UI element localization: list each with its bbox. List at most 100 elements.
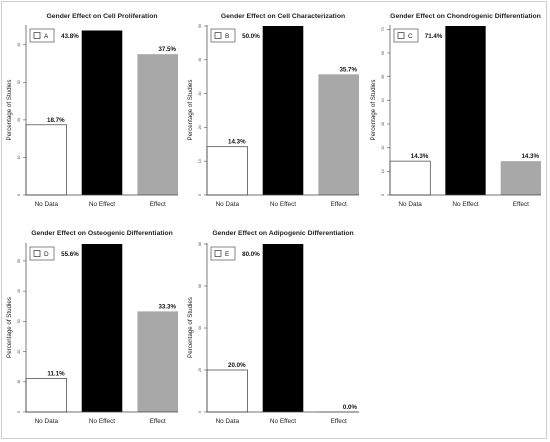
y-tick-label: 10 xyxy=(381,169,385,173)
y-tick-label: 40 xyxy=(381,98,385,102)
data-label: 71.4% xyxy=(425,33,443,40)
data-label: 35.7% xyxy=(339,66,357,73)
category-label: No Data xyxy=(216,418,240,425)
y-tick-label: 40 xyxy=(198,58,202,62)
legend-box xyxy=(210,28,236,43)
panel-label: D xyxy=(44,251,49,258)
y-tick-label: 10 xyxy=(17,155,21,159)
y-tick-label: 40 xyxy=(198,326,202,330)
bar-no-data xyxy=(25,378,67,413)
legend-box xyxy=(29,246,55,261)
data-label: 14.3% xyxy=(411,153,429,160)
y-tick-label: 0 xyxy=(198,411,202,413)
panel-label: A xyxy=(44,33,49,40)
chart-title: Gender Effect on Chondrogenic Differenti… xyxy=(390,13,541,20)
bar-effect xyxy=(137,54,178,195)
y-tick-label: 0 xyxy=(381,194,385,196)
data-label: 18.7% xyxy=(47,117,65,124)
chart-title: Gender Effect on Cell Proliferation xyxy=(46,13,157,20)
bar-effect xyxy=(318,74,359,195)
bar-effect xyxy=(137,311,178,412)
category-label: No Effect xyxy=(89,201,115,208)
data-label: 43.8% xyxy=(61,33,79,40)
y-tick-label: 70 xyxy=(381,27,385,31)
panel-label: E xyxy=(225,251,229,258)
legend-swatch xyxy=(397,32,405,39)
bar-no-effect xyxy=(81,30,123,195)
chart-panel-e: Gender Effect on Adipogenic Differentiat… xyxy=(187,230,359,425)
legend-swatch xyxy=(214,32,222,39)
y-tick-label: 10 xyxy=(17,380,21,384)
legend-box xyxy=(210,246,236,261)
bar-no-data xyxy=(25,124,67,196)
y-tick-label: 60 xyxy=(381,51,385,55)
category-label: No Effect xyxy=(270,201,296,208)
y-tick-label: 30 xyxy=(17,319,21,323)
chart-title: Gender Effect on Osteogenic Differentiat… xyxy=(31,230,173,237)
data-label: 80.0% xyxy=(242,251,260,258)
y-tick-label: 0 xyxy=(17,194,21,196)
y-tick-label: 60 xyxy=(198,284,202,288)
panel-label: B xyxy=(225,33,229,40)
bar-no-effect xyxy=(445,26,486,195)
data-label: 33.3% xyxy=(158,303,176,310)
panel-label: C xyxy=(408,33,413,40)
y-tick-label: 20 xyxy=(381,146,385,150)
data-label: 14.3% xyxy=(228,139,246,146)
y-axis-label: Percentage of Studies xyxy=(187,80,194,141)
bar-no-effect xyxy=(81,244,123,412)
legend-box xyxy=(393,28,419,43)
legend-swatch xyxy=(214,250,222,257)
category-label: Effect xyxy=(513,201,529,208)
y-tick-label: 50 xyxy=(381,75,385,79)
data-label: 11.1% xyxy=(47,370,65,377)
y-tick-label: 40 xyxy=(17,289,21,293)
chart-panel-a: Gender Effect on Cell Proliferation Perce… xyxy=(6,13,178,208)
bar-no-data xyxy=(206,369,248,413)
y-tick-label: 50 xyxy=(198,24,202,28)
y-tick-label: 20 xyxy=(17,350,21,354)
data-label: 55.6% xyxy=(61,251,79,258)
y-tick-label: 30 xyxy=(381,122,385,126)
chart-title: Gender Effect on Adipogenic Differentiat… xyxy=(212,230,353,237)
category-label: No Effect xyxy=(270,418,296,425)
chart-panel-c: Gender Effect on Chondrogenic Differenti… xyxy=(370,13,541,208)
chart-panel-b: Gender Effect on Cell Characterization Pe… xyxy=(187,13,359,208)
chart-panel-d: Gender Effect on Osteogenic Differentiat… xyxy=(6,230,178,425)
y-tick-label: 20 xyxy=(198,368,202,372)
y-axis-label: Percentage of Studies xyxy=(370,80,377,141)
chart-title: Gender Effect on Cell Characterization xyxy=(221,13,345,20)
category-label: No Data xyxy=(216,201,240,208)
y-axis-label: Percentage of Studies xyxy=(6,297,13,358)
data-label: 20.0% xyxy=(228,362,246,369)
bar-effect xyxy=(500,161,541,195)
category-label: No Data xyxy=(35,418,59,425)
legend-swatch xyxy=(33,32,41,39)
data-label: 37.5% xyxy=(158,46,176,53)
y-tick-label: 0 xyxy=(17,411,21,413)
y-tick-label: 20 xyxy=(198,125,202,129)
y-tick-label: 0 xyxy=(198,194,202,196)
y-tick-label: 40 xyxy=(17,43,21,47)
y-tick-label: 30 xyxy=(17,80,21,84)
category-label: Effect xyxy=(150,418,166,425)
legend-box xyxy=(29,28,55,43)
y-axis-label: Percentage of Studies xyxy=(6,80,13,141)
category-label: No Data xyxy=(398,201,422,208)
category-label: Effect xyxy=(150,201,166,208)
category-label: No Data xyxy=(35,201,59,208)
bar-no-data xyxy=(206,146,248,196)
data-label: 14.3% xyxy=(521,153,539,160)
category-label: Effect xyxy=(331,201,347,208)
y-axis-label: Percentage of Studies xyxy=(187,297,194,358)
data-label: 0.0% xyxy=(343,404,358,411)
bar-no-data xyxy=(389,160,431,196)
y-tick-label: 80 xyxy=(198,242,202,246)
legend-swatch xyxy=(33,250,41,257)
y-tick-label: 20 xyxy=(17,118,21,122)
y-tick-label: 30 xyxy=(198,92,202,96)
y-tick-label: 10 xyxy=(198,159,202,163)
y-tick-label: 50 xyxy=(17,259,21,263)
